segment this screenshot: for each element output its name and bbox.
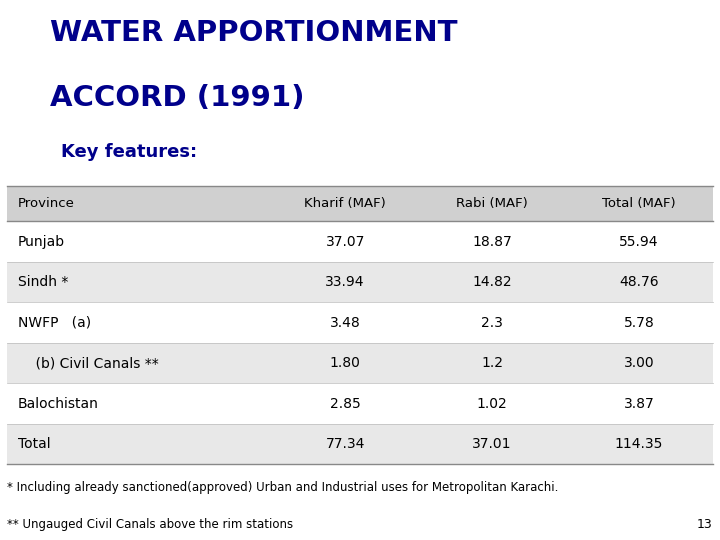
Text: 1.02: 1.02 (477, 397, 508, 410)
Bar (7, 383, 713, 424)
Bar (7, 186, 713, 221)
Text: Punjab: Punjab (18, 235, 65, 248)
Text: 114.35: 114.35 (615, 437, 663, 451)
Text: 3.48: 3.48 (330, 316, 361, 329)
Bar (7, 221, 713, 262)
Text: Kharif (MAF): Kharif (MAF) (305, 197, 386, 211)
Text: 33.94: 33.94 (325, 275, 365, 289)
Text: Province: Province (18, 197, 75, 211)
Text: 48.76: 48.76 (619, 275, 659, 289)
Text: WATER APPORTIONMENT: WATER APPORTIONMENT (50, 19, 458, 47)
Text: 14.82: 14.82 (472, 275, 512, 289)
Text: 5.78: 5.78 (624, 316, 654, 329)
Text: 37.07: 37.07 (325, 235, 365, 248)
Text: NWFP   (a): NWFP (a) (18, 316, 91, 329)
Text: ** Ungauged Civil Canals above the rim stations: ** Ungauged Civil Canals above the rim s… (7, 518, 293, 531)
Bar (7, 343, 713, 383)
Text: * Including already sanctioned(approved) Urban and Industrial uses for Metropoli: * Including already sanctioned(approved)… (7, 481, 559, 494)
Text: 3.87: 3.87 (624, 397, 654, 410)
Text: 1.80: 1.80 (330, 356, 361, 370)
Text: 2.3: 2.3 (481, 316, 503, 329)
Text: Rabi (MAF): Rabi (MAF) (456, 197, 528, 211)
Text: 2.85: 2.85 (330, 397, 361, 410)
Text: 13: 13 (697, 518, 713, 531)
Bar (7, 424, 713, 464)
Text: ACCORD (1991): ACCORD (1991) (50, 84, 305, 112)
Text: 3.00: 3.00 (624, 356, 654, 370)
Text: 55.94: 55.94 (619, 235, 659, 248)
Text: Key features:: Key features: (61, 143, 197, 161)
Text: 37.01: 37.01 (472, 437, 512, 451)
Text: Total (MAF): Total (MAF) (602, 197, 676, 211)
Text: Sindh *: Sindh * (18, 275, 68, 289)
Text: Total: Total (18, 437, 50, 451)
Text: (b) Civil Canals **: (b) Civil Canals ** (18, 356, 158, 370)
Bar (7, 262, 713, 302)
Text: 77.34: 77.34 (325, 437, 365, 451)
Text: 1.2: 1.2 (481, 356, 503, 370)
Bar (7, 302, 713, 343)
Text: Balochistan: Balochistan (18, 397, 99, 410)
Text: 18.87: 18.87 (472, 235, 512, 248)
